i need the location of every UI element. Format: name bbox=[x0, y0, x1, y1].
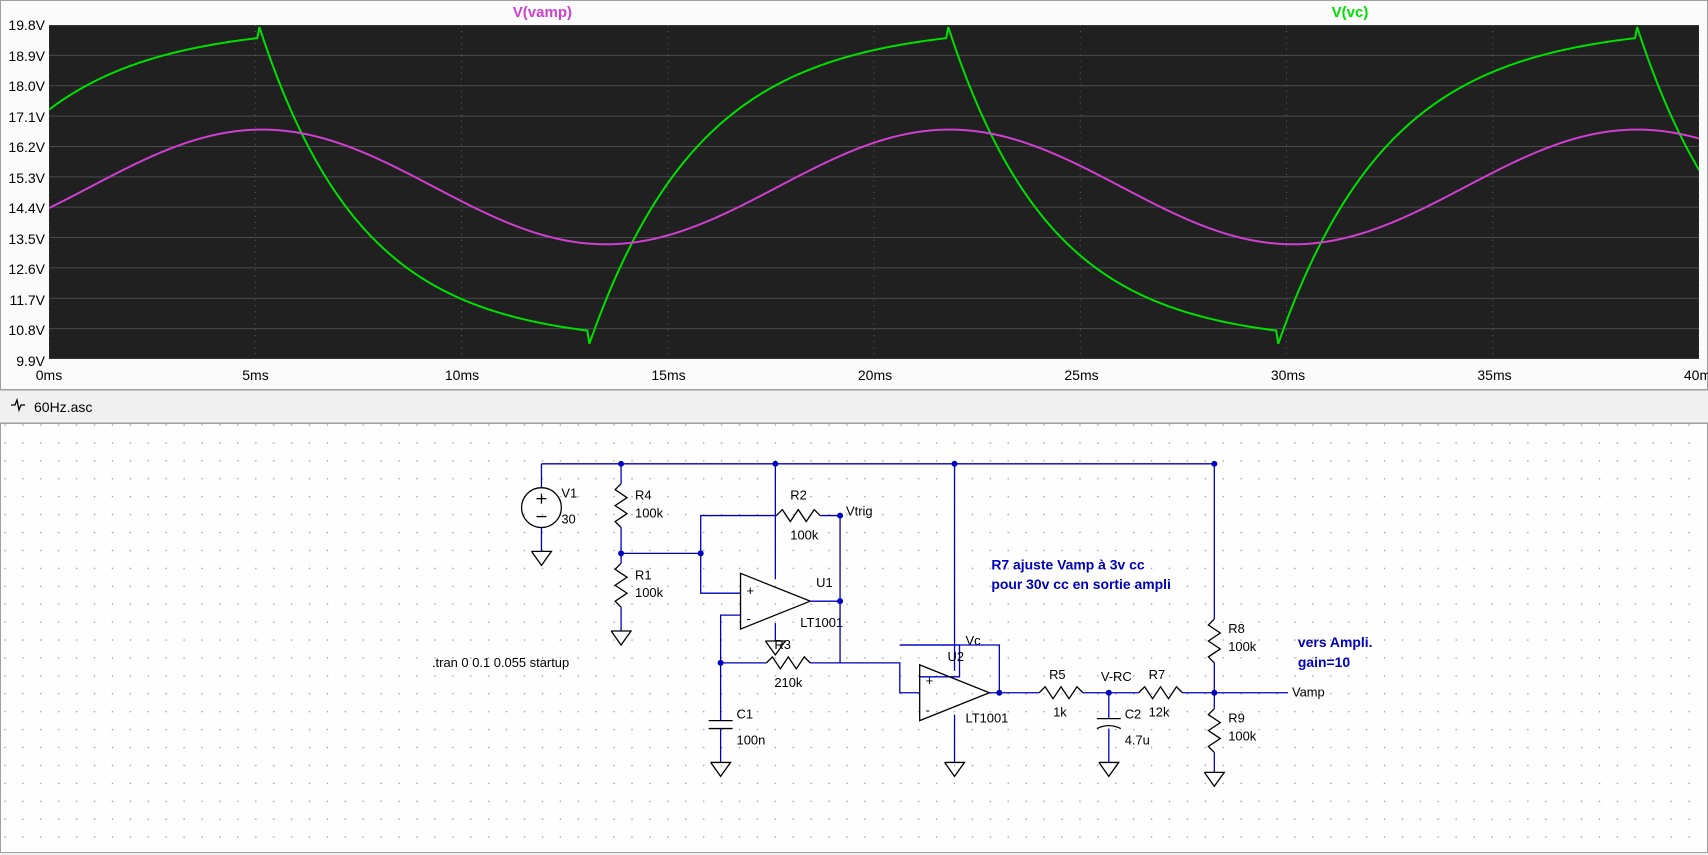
r7-ref: R7 bbox=[1149, 667, 1166, 682]
schematic-canvas[interactable]: V1 30 R4 100k R1 100k R2 100k Vtrig + - bbox=[0, 423, 1708, 853]
r5-ref: R5 bbox=[1049, 667, 1066, 682]
r1-ref: R1 bbox=[635, 567, 652, 582]
r2-ref: R2 bbox=[790, 488, 807, 503]
schematic-filename[interactable]: 60Hz.asc bbox=[34, 399, 92, 415]
r8-ref: R8 bbox=[1228, 621, 1245, 636]
y-tick-label: 18.9V bbox=[1, 48, 45, 64]
x-tick-label: 15ms bbox=[651, 367, 685, 383]
y-tick-label: 17.1V bbox=[1, 109, 45, 125]
r2-val: 100k bbox=[790, 527, 819, 542]
trace-label-vamp[interactable]: V(vamp) bbox=[513, 4, 572, 21]
plot-area[interactable] bbox=[49, 25, 1699, 359]
u2-val: LT1001 bbox=[965, 711, 1008, 726]
note-r7-l1: R7 ajuste Vamp à 3v cc bbox=[991, 556, 1144, 572]
svg-text:-: - bbox=[747, 611, 751, 626]
c2-ref: C2 bbox=[1125, 707, 1142, 722]
y-tick-label: 16.2V bbox=[1, 139, 45, 155]
y-tick-label: 15.3V bbox=[1, 170, 45, 186]
r8-val: 100k bbox=[1228, 639, 1257, 654]
x-tick-label: 10ms bbox=[445, 367, 479, 383]
schematic-icon bbox=[10, 397, 26, 416]
svg-text:+: + bbox=[926, 673, 934, 688]
y-tick-label: 18.0V bbox=[1, 78, 45, 94]
trace-label-vc[interactable]: V(vc) bbox=[1332, 4, 1369, 21]
schematic-tab-bar: 60Hz.asc bbox=[0, 390, 1708, 423]
y-tick-label: 12.6V bbox=[1, 261, 45, 277]
y-tick-label: 14.4V bbox=[1, 200, 45, 216]
r7-val: 12k bbox=[1149, 705, 1170, 720]
spice-directive[interactable]: .tran 0 0.1 0.055 startup bbox=[432, 655, 569, 670]
u1-val: LT1001 bbox=[800, 615, 843, 630]
y-tick-label: 11.7V bbox=[1, 292, 45, 308]
r3-val: 210k bbox=[774, 675, 803, 690]
c2-val: 4.7u bbox=[1125, 733, 1150, 748]
u1-ref: U1 bbox=[816, 575, 833, 590]
net-vtrig: Vtrig bbox=[846, 504, 873, 519]
svg-text:+: + bbox=[747, 583, 755, 598]
x-tick-label: 40ms bbox=[1684, 367, 1708, 383]
note-r7-l2: pour 30v cc en sortie ampli bbox=[991, 576, 1171, 592]
x-tick-label: 5ms bbox=[242, 367, 268, 383]
r4-val: 100k bbox=[635, 506, 664, 521]
r9-val: 100k bbox=[1228, 729, 1257, 744]
x-tick-label: 20ms bbox=[858, 367, 892, 383]
r3-ref: R3 bbox=[774, 637, 791, 652]
net-vrc: V-RC bbox=[1101, 669, 1132, 684]
r5-val: 1k bbox=[1053, 705, 1067, 720]
svg-text:-: - bbox=[926, 703, 930, 718]
c1-ref: C1 bbox=[737, 707, 754, 722]
r4-ref: R4 bbox=[635, 488, 652, 503]
x-tick-label: 25ms bbox=[1064, 367, 1098, 383]
c1-val: 100n bbox=[737, 733, 766, 748]
net-vamp: Vamp bbox=[1292, 685, 1325, 700]
net-vc: Vc bbox=[965, 633, 981, 648]
x-tick-label: 35ms bbox=[1477, 367, 1511, 383]
r1-val: 100k bbox=[635, 585, 664, 600]
y-tick-label: 10.8V bbox=[1, 322, 45, 338]
note-ampli-l1: vers Ampli. bbox=[1298, 634, 1373, 650]
note-ampli-l2: gain=10 bbox=[1298, 654, 1350, 670]
y-tick-label: 13.5V bbox=[1, 231, 45, 247]
u2-ref: U2 bbox=[948, 649, 965, 664]
x-tick-label: 0ms bbox=[36, 367, 62, 383]
v1-val: 30 bbox=[561, 512, 575, 527]
waveform-plot-panel[interactable]: V(vamp) V(vc) 19.8V 18.9V 18.0V 17.1V 16.2V 1… bbox=[0, 0, 1708, 390]
x-tick-label: 30ms bbox=[1271, 367, 1305, 383]
v1-ref: V1 bbox=[561, 486, 577, 501]
y-tick-label: 19.8V bbox=[1, 17, 45, 33]
r9-ref: R9 bbox=[1228, 711, 1245, 726]
